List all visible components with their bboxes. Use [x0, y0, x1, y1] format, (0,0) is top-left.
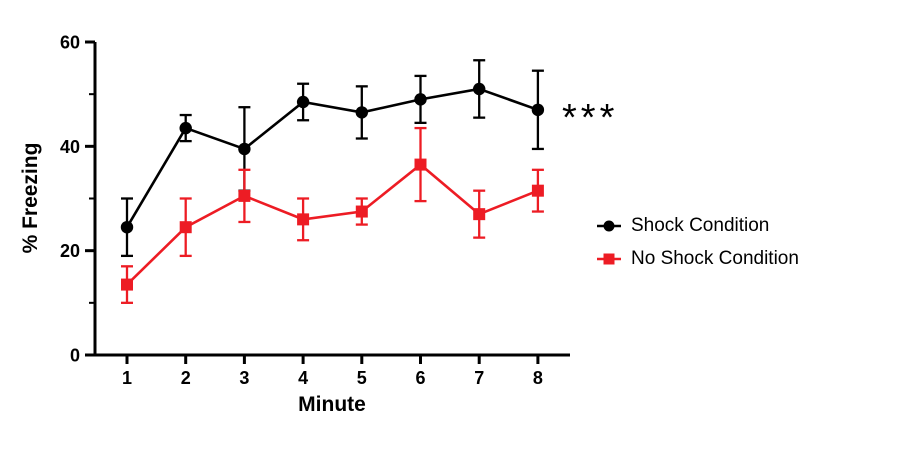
legend-item-shock-condition: Shock Condition	[596, 215, 799, 237]
x-tick-label: 6	[415, 368, 425, 388]
legend-marker-square-icon	[597, 253, 621, 265]
y-tick-label: 0	[70, 346, 80, 366]
x-tick-label: 8	[533, 368, 543, 388]
data-point-circle	[473, 82, 486, 96]
x-tick-label: 1	[122, 368, 132, 388]
data-point-circle	[120, 220, 134, 234]
data-point-circle	[531, 103, 545, 117]
data-point-square	[121, 278, 133, 291]
legend-label-shock-condition: Shock Condition	[631, 215, 770, 236]
x-tick-label: 4	[298, 368, 308, 388]
data-point-circle	[414, 93, 427, 106]
data-point-square	[297, 213, 310, 226]
data-point-circle	[296, 95, 310, 109]
y-tick-label: 20	[60, 241, 80, 261]
x-tick-label: 7	[474, 368, 484, 388]
y-tick-label: 40	[60, 137, 80, 157]
legend-dot-shock	[603, 220, 615, 232]
significance-annotation: ***	[562, 97, 619, 139]
y-axis-label: % Freezing	[19, 142, 42, 254]
legend: Shock Condition No Shock Condition	[596, 215, 799, 270]
data-point-square	[179, 221, 192, 234]
x-tick-label: 5	[357, 368, 367, 388]
data-point-square	[473, 208, 486, 221]
legend-item-no-shock-condition: No Shock Condition	[596, 248, 799, 270]
data-point-square	[355, 205, 368, 218]
legend-square-no-shock	[603, 253, 615, 265]
series-line-0	[125, 87, 539, 228]
data-point-circle	[355, 106, 368, 119]
data-point-circle	[238, 142, 251, 156]
x-tick-label: 2	[181, 368, 191, 388]
series-line-1	[126, 162, 539, 286]
data-point-square	[414, 158, 427, 171]
data-point-circle	[179, 121, 192, 135]
x-tick-label: 3	[239, 368, 249, 388]
legend-marker-circle-icon	[597, 220, 621, 232]
legend-label-no-shock-condition: No Shock Condition	[631, 248, 799, 269]
data-point-square	[531, 184, 544, 197]
x-axis-label: Minute	[298, 393, 366, 416]
y-tick-label: 60	[60, 33, 80, 53]
data-point-square	[238, 189, 251, 202]
